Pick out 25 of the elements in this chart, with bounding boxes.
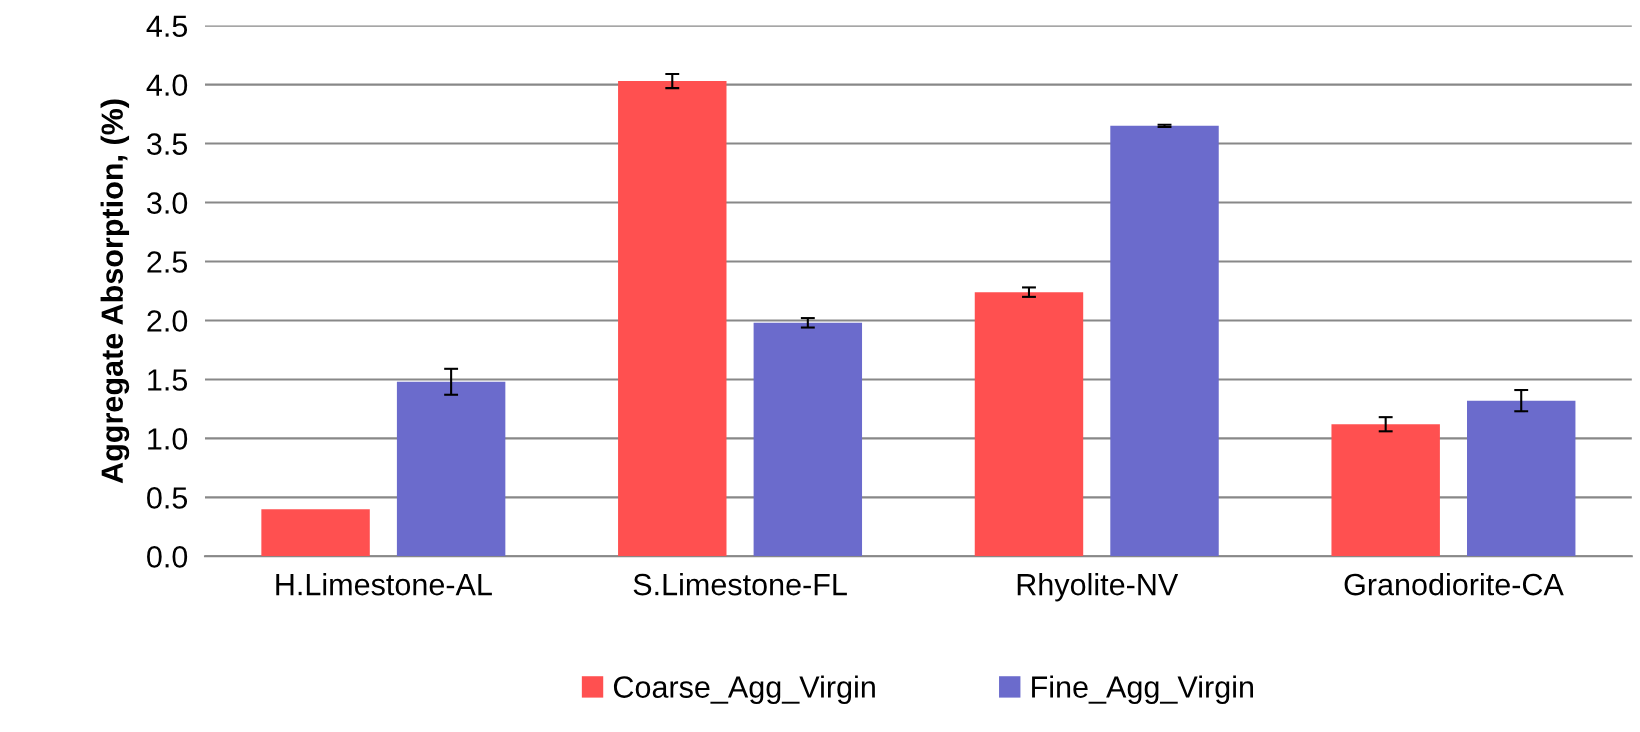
y-tick-label: 4.0 — [146, 74, 188, 96]
x-tick-label: Granodiorite-CA — [1344, 572, 1564, 596]
y-tick-label: 4.5 — [146, 15, 188, 37]
y-axis-title: Aggregate Absorption, (%) — [100, 99, 130, 484]
bar — [618, 81, 727, 557]
legend-label: Coarse_Agg_Virgin — [613, 675, 875, 704]
y-tick-label: 3.5 — [147, 133, 188, 155]
y-tick-label: 1.5 — [148, 369, 188, 391]
bar — [974, 292, 1084, 557]
y-tick-label: 1.0 — [148, 428, 188, 450]
bar — [261, 509, 370, 557]
bar — [396, 381, 506, 557]
x-tick-label: Rhyolite-NV — [1017, 572, 1179, 602]
y-tick-label: 3.0 — [147, 192, 188, 214]
x-tick-label: S.Limestone-FL — [633, 572, 847, 596]
bar — [1467, 400, 1576, 557]
bar — [753, 322, 863, 557]
y-tick-label: 2.0 — [147, 310, 188, 332]
x-tick-label: H.Limestone-AL — [276, 572, 492, 596]
bar — [1110, 125, 1219, 557]
y-tick-label: 0.5 — [147, 487, 188, 509]
legend-label: Fine_Agg_Virgin — [1032, 675, 1253, 704]
y-tick-label: 0.0 — [147, 546, 188, 568]
y-tick-label: 2.5 — [147, 251, 188, 273]
bar — [1331, 424, 1440, 557]
